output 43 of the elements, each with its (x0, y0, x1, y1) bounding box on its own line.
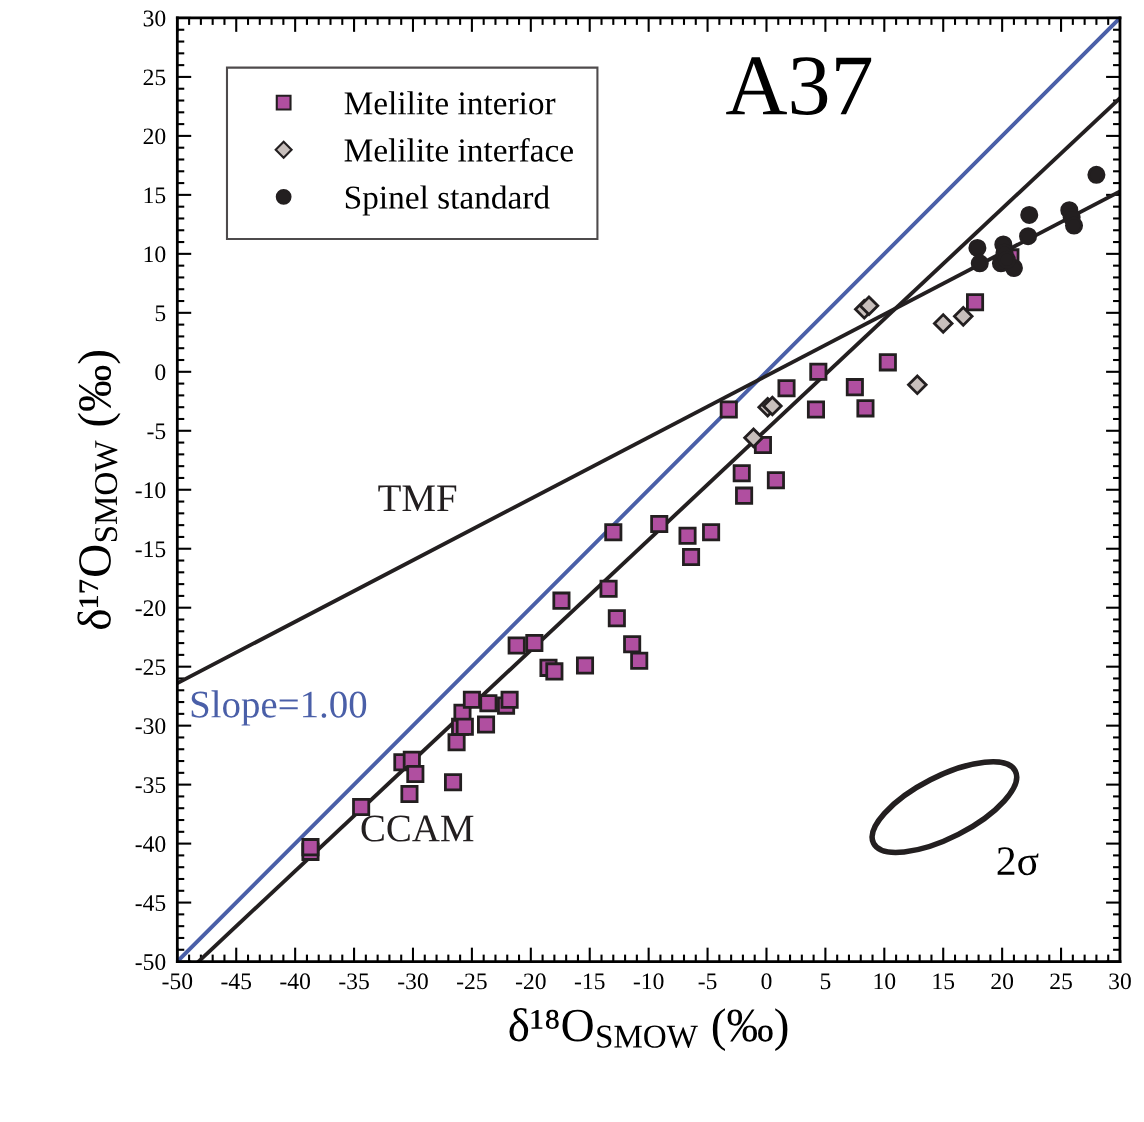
y-tick-label: -50 (135, 954, 166, 970)
y-tick-label: 0 (155, 364, 166, 381)
legend-label: Melilite interface (344, 137, 573, 162)
x-tick-label: -15 (574, 973, 605, 990)
y-tick-label: 20 (143, 128, 166, 145)
x-tick-label: 30 (1109, 973, 1131, 990)
x-tick-label: 0 (761, 973, 772, 990)
series-label: Slope=1.00 (191, 690, 367, 726)
y-axis-title: δ¹⁷O$_{SMOW}$ (‰) (77, 351, 121, 629)
x-tick-label: 25 (1050, 973, 1072, 990)
chart-title: A37 (726, 57, 872, 115)
y-tick-label: -35 (135, 777, 166, 794)
legend-label: Melilite interior (344, 91, 556, 115)
y-tick-label: -25 (135, 659, 166, 676)
legend-label: Spinel standard (345, 185, 550, 216)
series-label: CCAM (361, 815, 474, 842)
y-tick-label: 15 (144, 187, 166, 204)
x-tick-label: -35 (339, 973, 369, 990)
y-tick-label: 25 (143, 69, 166, 86)
y-tick-label: -10 (135, 482, 166, 499)
x-tick-label: -45 (221, 973, 252, 990)
annotation: 2σ (997, 847, 1039, 876)
x-tick-label: -20 (515, 973, 546, 990)
y-tick-label: -15 (135, 541, 166, 558)
y-tick-label: 10 (144, 246, 166, 263)
x-tick-label: -10 (633, 973, 664, 990)
y-tick-label: 5 (155, 305, 166, 322)
x-tick-label: -40 (280, 973, 310, 990)
series-label: TMF (378, 485, 457, 511)
x-tick-label: 10 (874, 973, 896, 990)
y-tick-label: -45 (135, 895, 166, 911)
x-tick-label: 15 (933, 973, 955, 990)
x-tick-label: -5 (698, 973, 717, 990)
x-axis-title: δ¹⁸O$_{SMOW}$ (‰) (509, 1007, 788, 1052)
x-tick-label: -30 (398, 973, 428, 990)
y-tick-label: -5 (147, 423, 166, 440)
y-tick-label: -20 (135, 600, 166, 617)
x-tick-label: 5 (820, 973, 831, 990)
x-tick-label: -25 (457, 973, 487, 990)
y-tick-label: -40 (135, 836, 166, 853)
y-tick-label: -30 (135, 718, 166, 735)
y-tick-label: 30 (143, 10, 166, 27)
x-tick-label: 20 (991, 973, 1014, 990)
